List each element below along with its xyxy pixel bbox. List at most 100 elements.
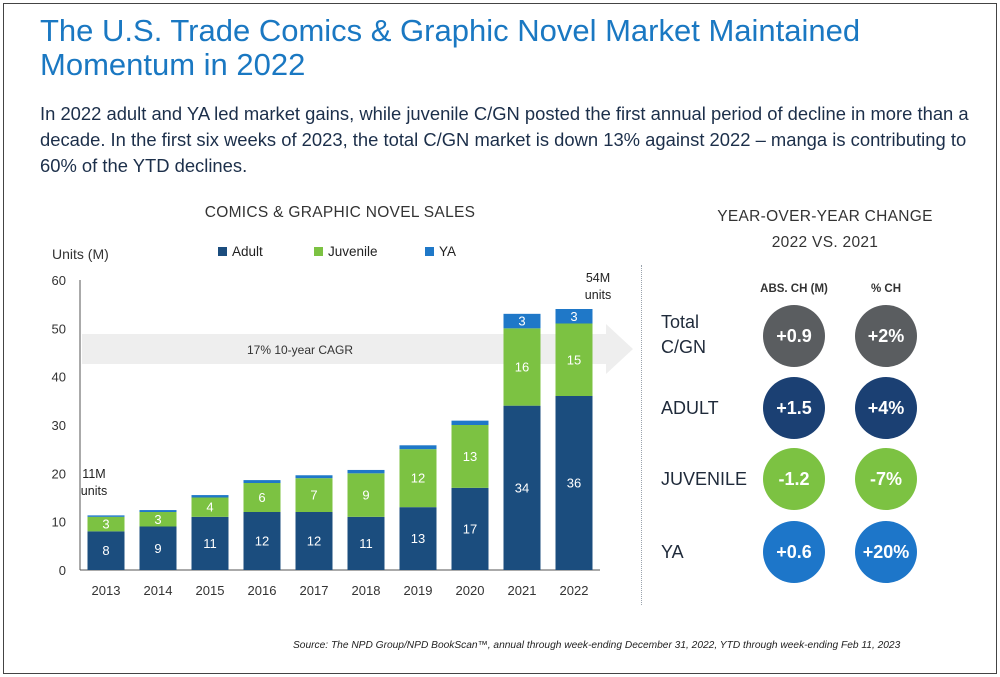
data-label-ya-2022: 3 <box>570 309 577 324</box>
row-label-total-line-1: Total <box>661 312 700 332</box>
legend-item-juvenile: Juvenile <box>314 244 378 259</box>
legend-label-ya: YA <box>439 244 457 259</box>
row-label-juvenile: JUVENILE <box>661 469 748 489</box>
bar-ya-2013 <box>87 515 125 517</box>
data-label-juvenile-2013: 3 <box>102 517 109 532</box>
bar-ya-2016 <box>243 480 281 483</box>
bar-juvenile-2017 <box>295 478 333 512</box>
total-pct-change-circle: +2% <box>855 305 917 367</box>
data-label-adult-2022: 36 <box>567 476 581 491</box>
start-total-label-line-1: 11M <box>82 467 105 481</box>
bar-juvenile-2013 <box>87 516 125 532</box>
x-tick-label-2014: 2014 <box>144 583 173 598</box>
bar-adult-2014 <box>139 526 177 570</box>
x-tick-label-2021: 2021 <box>508 583 537 598</box>
source-note: Source: The NPD Group/NPD BookScan™, ann… <box>293 640 901 651</box>
yoy-title-line-1: YEAR-OVER-YEAR CHANGE <box>717 208 933 225</box>
bar-ya-2017 <box>295 475 333 479</box>
cagr-label: 17% 10-year CAGR <box>247 343 353 357</box>
bar-juvenile-2015 <box>191 497 229 517</box>
data-label-juvenile-2017: 7 <box>310 488 317 503</box>
data-label-adult-2019: 13 <box>411 531 425 546</box>
ya-pct-change-circle: +20% <box>855 521 917 583</box>
bar-ya-2019 <box>399 445 437 450</box>
juvenile-pct-change-circle: -7% <box>855 448 917 510</box>
legend-item-ya: YA <box>425 244 456 259</box>
column-header-pct: % CH <box>870 283 902 295</box>
slide-subtitle: In 2022 adult and YA led market gains, w… <box>40 103 969 176</box>
bar-adult-2018 <box>347 516 385 570</box>
data-label-juvenile-2019: 12 <box>411 471 425 486</box>
data-label-juvenile-2015: 4 <box>206 500 213 515</box>
bar-ya-2020 <box>451 420 489 425</box>
x-tick-label-2015: 2015 <box>196 583 225 598</box>
bar-adult-2017 <box>295 512 333 570</box>
data-label-juvenile-2022: 15 <box>567 352 581 367</box>
legend-label-juvenile: Juvenile <box>328 244 378 259</box>
data-label-adult-2016: 12 <box>255 534 269 549</box>
adult-pct-change-circle: +4% <box>855 377 917 439</box>
legend-label-adult: Adult <box>232 244 263 259</box>
bar-ya-2021 <box>503 313 541 329</box>
x-tick-label-2017: 2017 <box>300 583 329 598</box>
bar-adult-2019 <box>399 507 437 570</box>
bar-adult-2016 <box>243 512 281 570</box>
data-label-juvenile-2018: 9 <box>362 488 369 503</box>
row-label-adult: ADULT <box>661 398 719 418</box>
bar-ya-2018 <box>347 469 385 474</box>
y-tick-label-1: 10 <box>52 515 66 530</box>
x-tick-label-2016: 2016 <box>248 583 277 598</box>
y-tick-label-5: 50 <box>52 321 66 336</box>
row-label-total: Total C/GN <box>661 310 706 360</box>
y-tick-label-4: 40 <box>52 370 66 385</box>
bar-juvenile-2019 <box>399 449 437 508</box>
data-label-adult-2015: 11 <box>203 536 217 551</box>
legend-swatch-ya <box>425 247 434 256</box>
column-header-abs: ABS. CH (M) <box>760 283 828 295</box>
chart-title: COMICS & GRAPHIC NOVEL SALES <box>204 204 476 221</box>
data-label-adult-2014: 9 <box>154 541 161 556</box>
y-tick-label-6: 60 <box>52 273 66 288</box>
ya-abs-change-circle: +0.6 <box>763 521 825 583</box>
start-total-label-line-2: units <box>81 484 107 498</box>
x-tick-label-2019: 2019 <box>404 583 433 598</box>
adult-abs-change-circle: +1.5 <box>763 377 825 439</box>
bar-ya-2014 <box>139 510 177 512</box>
data-label-juvenile-2020: 13 <box>463 449 477 464</box>
bar-juvenile-2021 <box>503 328 541 406</box>
data-label-adult-2020: 17 <box>463 521 477 536</box>
x-tick-label-2020: 2020 <box>456 583 485 598</box>
bar-juvenile-2022 <box>555 323 593 396</box>
section-divider <box>641 265 642 605</box>
y-tick-label-2: 20 <box>52 466 66 481</box>
end-total-label-line-2: units <box>585 288 611 302</box>
y-tick-label-0: 0 <box>59 563 66 578</box>
row-label-total-line-2: C/GN <box>661 337 706 357</box>
bar-juvenile-2018 <box>347 473 385 517</box>
data-label-ya-2021: 3 <box>518 314 525 329</box>
row-label-ya: YA <box>661 542 684 562</box>
data-label-juvenile-2021: 16 <box>515 360 529 375</box>
data-label-juvenile-2016: 6 <box>258 490 265 505</box>
y-tick-label-3: 30 <box>52 418 66 433</box>
bar-adult-2015 <box>191 516 229 570</box>
x-tick-label-2022: 2022 <box>560 583 589 598</box>
bar-ya-2022 <box>555 309 593 324</box>
data-label-adult-2021: 34 <box>515 480 529 495</box>
yoy-title: YEAR-OVER-YEAR CHANGE 2022 VS. 2021 <box>680 204 970 256</box>
total-abs-change-circle: +0.9 <box>763 305 825 367</box>
legend-swatch-adult <box>218 247 227 256</box>
bar-adult-2013 <box>87 531 125 570</box>
data-label-adult-2017: 12 <box>307 534 321 549</box>
legend-item-adult: Adult <box>218 244 263 259</box>
cagr-arrow <box>82 324 633 374</box>
juvenile-abs-change-circle: -1.2 <box>763 448 825 510</box>
slide-frame <box>3 3 997 674</box>
end-total-label-line-1: 54M <box>586 271 610 285</box>
data-label-adult-2013: 8 <box>102 543 109 558</box>
bar-adult-2022 <box>555 396 593 570</box>
x-tick-label-2018: 2018 <box>352 583 381 598</box>
bar-adult-2020 <box>451 487 489 570</box>
bar-juvenile-2016 <box>243 483 281 512</box>
y-axis-label: Units (M) <box>52 246 109 262</box>
